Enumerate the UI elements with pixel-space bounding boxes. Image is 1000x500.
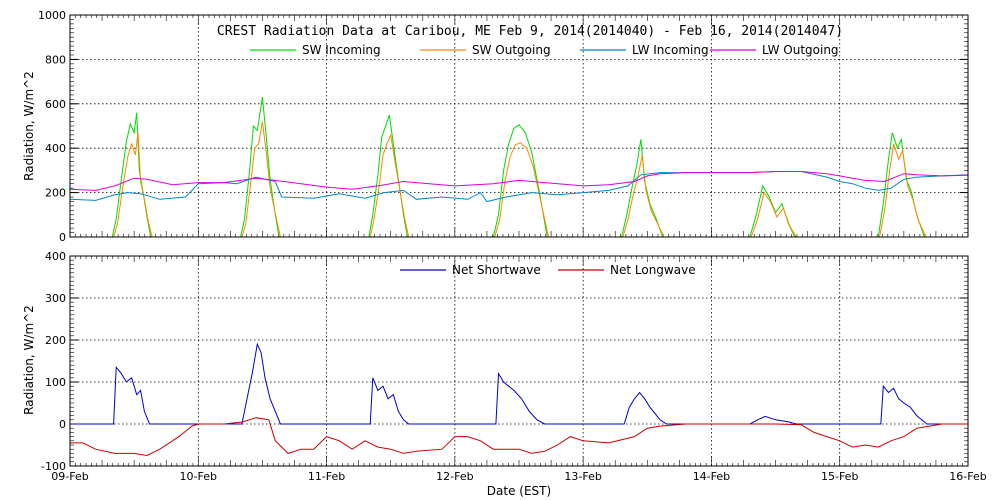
x-tick-label: 09-Feb xyxy=(51,470,88,483)
y-tick-label: 400 xyxy=(45,250,66,263)
legend-label: Net Shortwave xyxy=(452,263,541,277)
y-tick-label: 600 xyxy=(45,98,66,111)
chart-title: CREST Radiation Data at Caribou, ME Feb … xyxy=(217,24,843,39)
legend-label: LW Incoming xyxy=(632,43,709,57)
y-tick-label: -100 xyxy=(41,460,66,473)
x-tick-label: 12-Feb xyxy=(436,470,473,483)
y-tick-label: 1000 xyxy=(38,9,66,22)
y-tick-label: 0 xyxy=(59,231,66,244)
plot-frame xyxy=(69,14,969,238)
legend-label: SW Incoming xyxy=(302,43,381,57)
x-tick-label: 16-Feb xyxy=(949,470,986,483)
x-tick-label: 11-Feb xyxy=(308,470,345,483)
plot-frame xyxy=(69,255,969,467)
x-tick-label: 10-Feb xyxy=(180,470,217,483)
legend-label: SW Outgoing xyxy=(472,43,551,57)
bottom-y-axis-label: Radiation, W/m^2 xyxy=(22,305,36,415)
series-line-lw-outgoing xyxy=(69,171,969,191)
x-axis-label: Date (EST) xyxy=(487,484,551,498)
y-tick-label: 100 xyxy=(45,376,66,389)
y-tick-label: 800 xyxy=(45,53,66,66)
x-tick-label: 15-Feb xyxy=(821,470,858,483)
x-tick-label: 14-Feb xyxy=(693,470,730,483)
legend-label: Net Longwave xyxy=(610,263,696,277)
series-line-net-longwave xyxy=(70,417,968,457)
series-line-net-shortwave xyxy=(70,342,968,425)
y-tick-label: 300 xyxy=(45,292,66,305)
y-tick-label: 200 xyxy=(45,334,66,347)
top-y-axis-label: Radiation, W/m^2 xyxy=(22,71,36,181)
y-tick-label: 0 xyxy=(59,418,66,431)
x-tick-label: 13-Feb xyxy=(564,470,601,483)
top-panel: 0 200 400 600 800 1000 SW Incoming SW Outgoing L… xyxy=(38,9,969,244)
bottom-panel: -100 0 100 200 300 400 09-Feb 10-Feb 11-Feb 12-Fe… xyxy=(41,250,987,483)
series-line-lw-incoming xyxy=(69,171,969,203)
y-tick-label: 200 xyxy=(45,187,66,200)
y-tick-label: 400 xyxy=(45,142,66,155)
legend-label: LW Outgoing xyxy=(762,43,839,57)
